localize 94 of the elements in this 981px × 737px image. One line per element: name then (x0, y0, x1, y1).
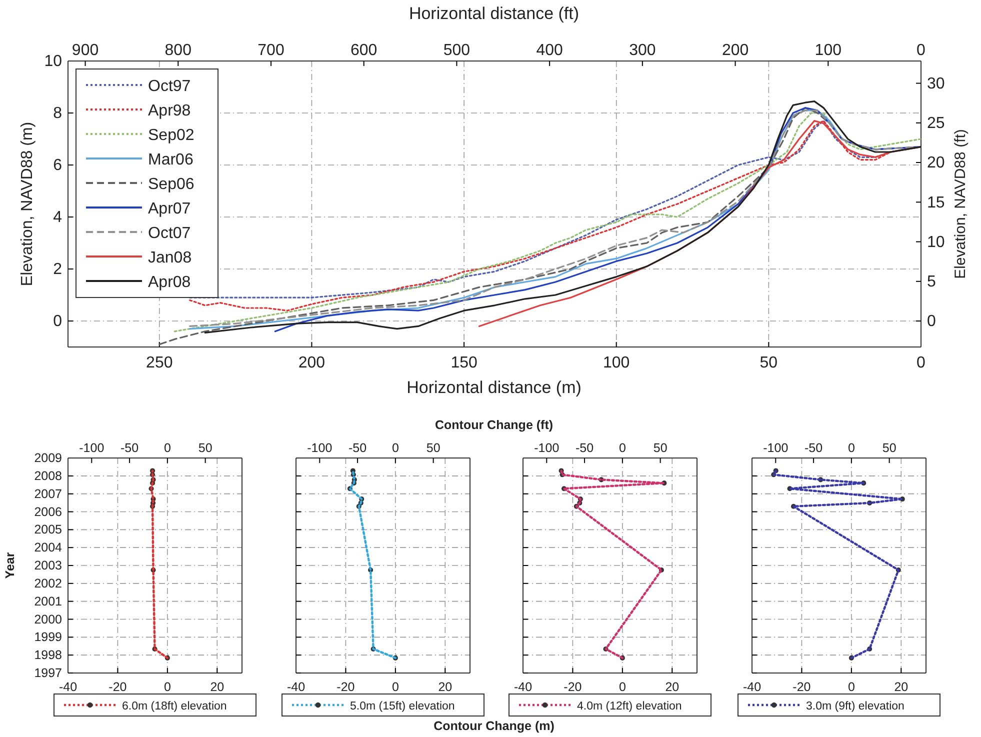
legend-label: 3.0m (9ft) elevation (806, 700, 904, 712)
y2-tick-label: 30 (927, 75, 945, 92)
x-tick-label: 50 (760, 354, 778, 372)
y-tick-label: 1998 (34, 648, 62, 662)
legend-label: 6.0m (18ft) elevation (122, 700, 227, 712)
y-tick-label: 2000 (34, 612, 62, 626)
legend-label: Sep06 (148, 176, 194, 193)
y-tick-label: 6 (53, 157, 62, 174)
x2-tick-label: 700 (258, 42, 284, 59)
x-tick-label: -20 (108, 680, 127, 694)
x-tick-label: 0 (916, 354, 926, 372)
y2-tick-label: 0 (927, 313, 936, 330)
x-tick-label: -40 (514, 680, 532, 694)
y-tick-label: 2002 (34, 576, 62, 590)
y-tick-label: 2008 (34, 468, 62, 483)
y-tick-label: 4 (53, 209, 62, 226)
x-tick-label: 100 (603, 354, 630, 372)
y-axis-title: Year (3, 552, 17, 579)
x2-tick-label: 0 (916, 42, 926, 59)
x2-tick-label: -100 (79, 441, 104, 455)
y2-tick-label: 25 (927, 115, 945, 132)
y2-tick-label: 20 (927, 154, 945, 172)
x-tick-label: 0 (848, 680, 855, 694)
x-tick-label: 250 (146, 354, 173, 372)
x2-tick-label: -50 (575, 441, 594, 455)
x-tick-label: -20 (564, 680, 582, 694)
x-axis-title: Horizontal distance (m) (406, 378, 582, 397)
y-tick-label: 2003 (34, 558, 62, 572)
x2-tick-label: -100 (534, 441, 560, 455)
x-tick-label: -20 (792, 680, 811, 694)
legend-label: Oct07 (148, 225, 191, 242)
legend-label: Apr98 (148, 102, 191, 120)
x2-tick-label: 900 (72, 42, 99, 59)
y-tick-label: 2005 (34, 522, 62, 537)
x-tick-label: -40 (58, 680, 78, 694)
legend-label: 5.0m (15ft) elevation (350, 700, 455, 712)
x-tick-label: 20 (894, 680, 908, 694)
y-tick-label: 2004 (34, 540, 62, 555)
x-tick-label: 150 (450, 354, 478, 372)
x-tick-label: 20 (210, 680, 224, 694)
legend-label: Oct97 (148, 78, 191, 95)
y-tick-label: 8 (53, 105, 62, 122)
x2-axis-title: Horizontal distance (ft) (408, 4, 580, 23)
y-axis-title: Elevation, NAVD88 (m) (19, 122, 36, 286)
y-tick-label: 1999 (34, 630, 62, 644)
x2-tick-label: 0 (164, 441, 171, 455)
x2-tick-label: 50 (653, 441, 668, 455)
x-tick-label: 0 (618, 680, 626, 694)
legend-label: Apr08 (148, 274, 191, 291)
y-tick-label: 2009 (34, 451, 62, 465)
x2-tick-label: 0 (848, 441, 855, 455)
x-tick-label: 20 (438, 680, 452, 694)
y-tick-label: 10 (44, 53, 62, 70)
legend-label: Mar06 (148, 152, 194, 168)
x-tick-label: 20 (665, 680, 680, 694)
x-tick-label: 200 (298, 354, 326, 372)
y-tick-label: 2007 (34, 486, 62, 501)
x-tick-label: -20 (336, 680, 355, 694)
y-tick-label: 0 (53, 313, 62, 330)
x-tick-label: -40 (286, 680, 306, 694)
x2-tick-label: 500 (443, 42, 470, 59)
x2-tick-label: 200 (722, 42, 749, 59)
y2-tick-label: 10 (927, 234, 945, 251)
y-tick-label: 2 (53, 261, 62, 278)
y2-tick-label: 5 (927, 274, 936, 291)
x2-tick-label: 50 (426, 441, 440, 455)
y-tick-label: 1997 (34, 666, 62, 680)
legend-label: Jan08 (148, 250, 192, 266)
x2-tick-label: -50 (120, 441, 139, 455)
y-tick-label: 2006 (34, 504, 62, 519)
x2-tick-label: 800 (164, 42, 192, 59)
y2-axis-title: Elevation, NAVD88 (ft) (952, 129, 969, 279)
x2-tick-label: 50 (882, 441, 896, 455)
x2-tick-label: 100 (814, 42, 842, 59)
x2-tick-label: 600 (350, 42, 378, 59)
x2-tick-label: 300 (629, 42, 656, 59)
x-tick-label: 0 (164, 680, 171, 694)
x2-axis-title: Contour Change (ft) (434, 418, 554, 432)
x2-tick-label: 50 (198, 441, 212, 455)
x2-tick-label: -50 (804, 441, 823, 455)
x-tick-label: 0 (392, 680, 399, 694)
x-tick-label: -40 (742, 680, 762, 694)
x2-tick-label: -100 (763, 441, 788, 455)
legend-label: Sep02 (148, 127, 194, 144)
legend-label: Apr07 (148, 200, 191, 218)
y2-tick-label: 15 (927, 194, 945, 212)
legend-label: 4.0m (12ft) elevation (577, 700, 682, 712)
x2-tick-label: 0 (618, 441, 626, 455)
x2-tick-label: 400 (536, 42, 564, 59)
y-tick-label: 2001 (34, 594, 62, 608)
x2-tick-label: 0 (392, 441, 399, 455)
x-axis-title: Contour Change (m) (434, 719, 554, 733)
x2-tick-label: -50 (348, 441, 367, 455)
x2-tick-label: -100 (307, 441, 332, 455)
